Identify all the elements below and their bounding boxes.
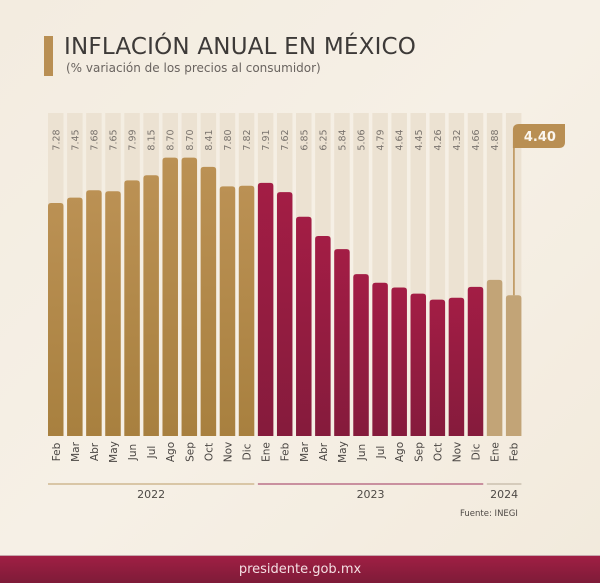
value-label: 7.80 bbox=[223, 129, 234, 150]
month-label: May bbox=[108, 441, 120, 463]
bar-5 bbox=[143, 175, 159, 436]
chart-title: INFLACIÓN ANUAL EN MÉXICO bbox=[64, 34, 417, 60]
value-label: 8.70 bbox=[166, 129, 177, 150]
month-label: Dic bbox=[242, 443, 254, 460]
value-label: 7.65 bbox=[108, 129, 119, 150]
value-label: 7.62 bbox=[280, 129, 291, 150]
month-label: Oct bbox=[203, 443, 215, 461]
bar-19 bbox=[410, 293, 427, 436]
month-label: Jun bbox=[127, 444, 139, 461]
bar-13 bbox=[296, 216, 312, 436]
value-label: 8.41 bbox=[204, 129, 215, 150]
value-label: 4.26 bbox=[433, 129, 444, 150]
month-label: Oct bbox=[432, 443, 444, 461]
value-label: 7.68 bbox=[89, 129, 100, 150]
month-label: Jul bbox=[375, 446, 387, 460]
bar-8 bbox=[200, 166, 217, 436]
bar-11 bbox=[257, 182, 274, 436]
value-label: 5.06 bbox=[357, 129, 368, 150]
year-label: 2024 bbox=[490, 488, 518, 501]
callout-value: 4.40 bbox=[524, 130, 556, 145]
bar-22 bbox=[467, 286, 484, 436]
year-label: 2023 bbox=[357, 488, 385, 501]
bar-9 bbox=[219, 186, 236, 436]
bar-7 bbox=[181, 157, 198, 436]
value-label: 8.70 bbox=[185, 129, 196, 150]
month-label: Feb bbox=[280, 442, 292, 461]
bar-12 bbox=[276, 192, 293, 436]
bar-21 bbox=[448, 297, 465, 436]
value-label: 7.82 bbox=[242, 129, 253, 150]
month-label: Sep bbox=[184, 442, 196, 462]
bar-4 bbox=[124, 180, 140, 436]
title-accent-bar bbox=[44, 36, 53, 76]
bar-16 bbox=[353, 274, 369, 436]
bar-3 bbox=[105, 191, 121, 436]
value-label: 7.99 bbox=[128, 129, 139, 150]
year-label: 2022 bbox=[137, 488, 165, 501]
source-note: Fuente: INEGI bbox=[460, 509, 518, 519]
bar-1 bbox=[67, 197, 83, 436]
month-label: Feb bbox=[51, 442, 63, 461]
month-label: Ago bbox=[165, 442, 177, 462]
value-label: 4.66 bbox=[471, 129, 482, 150]
bar-2 bbox=[86, 190, 102, 436]
month-label: Mar bbox=[70, 441, 82, 461]
bar-18 bbox=[391, 287, 407, 436]
month-label: Ene bbox=[261, 442, 273, 462]
month-label: May bbox=[337, 441, 349, 463]
month-label: Mar bbox=[299, 441, 311, 461]
bar-23 bbox=[486, 279, 503, 436]
month-label: Abr bbox=[89, 442, 101, 461]
month-label: Sep bbox=[413, 442, 425, 462]
chart-subtitle: (% variación de los precios al consumido… bbox=[66, 61, 321, 75]
bar-0 bbox=[48, 203, 64, 436]
value-label: 8.15 bbox=[147, 129, 158, 150]
value-label: 4.32 bbox=[452, 129, 463, 150]
footer-bar: presidente.gob.mx bbox=[0, 555, 600, 583]
bar-10 bbox=[238, 185, 255, 436]
bar-24 bbox=[505, 295, 522, 436]
month-label: Jun bbox=[356, 444, 368, 461]
month-label: Nov bbox=[451, 442, 463, 463]
month-label: Jul bbox=[146, 446, 158, 460]
value-label: 5.84 bbox=[337, 129, 348, 150]
value-label: 7.28 bbox=[51, 129, 62, 150]
value-label: 6.25 bbox=[318, 129, 329, 150]
footer-url[interactable]: presidente.gob.mx bbox=[238, 562, 362, 577]
bar-17 bbox=[372, 282, 388, 436]
value-label: 4.64 bbox=[395, 129, 406, 150]
value-label: 4.88 bbox=[490, 129, 501, 150]
month-label: Dic bbox=[471, 443, 483, 460]
bar-20 bbox=[429, 299, 446, 436]
month-label: Feb bbox=[509, 442, 521, 461]
month-label: Ago bbox=[394, 442, 406, 462]
value-label: 4.45 bbox=[414, 129, 425, 150]
bar-15 bbox=[334, 249, 350, 436]
value-label: 6.85 bbox=[299, 129, 310, 150]
callout-tag bbox=[512, 124, 565, 148]
value-label: 7.45 bbox=[70, 129, 81, 150]
month-label: Ene bbox=[490, 442, 502, 462]
month-label: Nov bbox=[222, 442, 234, 463]
bar-14 bbox=[315, 236, 331, 436]
value-label: 7.91 bbox=[261, 129, 272, 150]
bar-6 bbox=[162, 157, 178, 436]
month-label: Abr bbox=[318, 442, 330, 461]
value-label: 4.79 bbox=[376, 129, 387, 150]
